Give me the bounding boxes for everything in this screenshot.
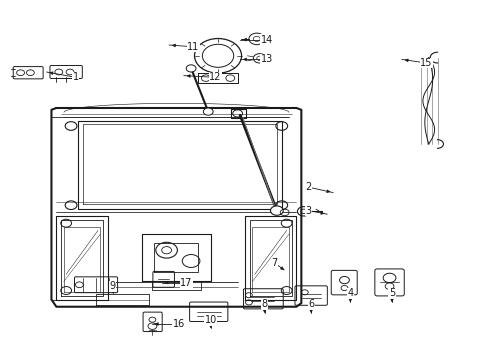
Text: 12: 12: [209, 72, 222, 82]
Text: 9: 9: [110, 281, 116, 291]
Text: 17: 17: [180, 278, 193, 288]
Text: 4: 4: [347, 288, 353, 298]
Text: 10: 10: [205, 315, 217, 325]
Circle shape: [270, 206, 283, 215]
Text: 7: 7: [271, 258, 277, 268]
Text: 1: 1: [73, 72, 79, 82]
Text: 16: 16: [172, 319, 185, 329]
Text: 11: 11: [188, 42, 200, 52]
Text: 6: 6: [308, 299, 314, 309]
Text: 15: 15: [420, 58, 433, 68]
Text: 13: 13: [261, 54, 273, 64]
Text: 14: 14: [261, 35, 273, 45]
Circle shape: [186, 65, 196, 72]
Text: 3: 3: [306, 206, 312, 216]
Text: 8: 8: [262, 299, 268, 309]
Circle shape: [203, 108, 213, 115]
Text: 5: 5: [389, 288, 395, 298]
Text: 2: 2: [306, 182, 312, 192]
